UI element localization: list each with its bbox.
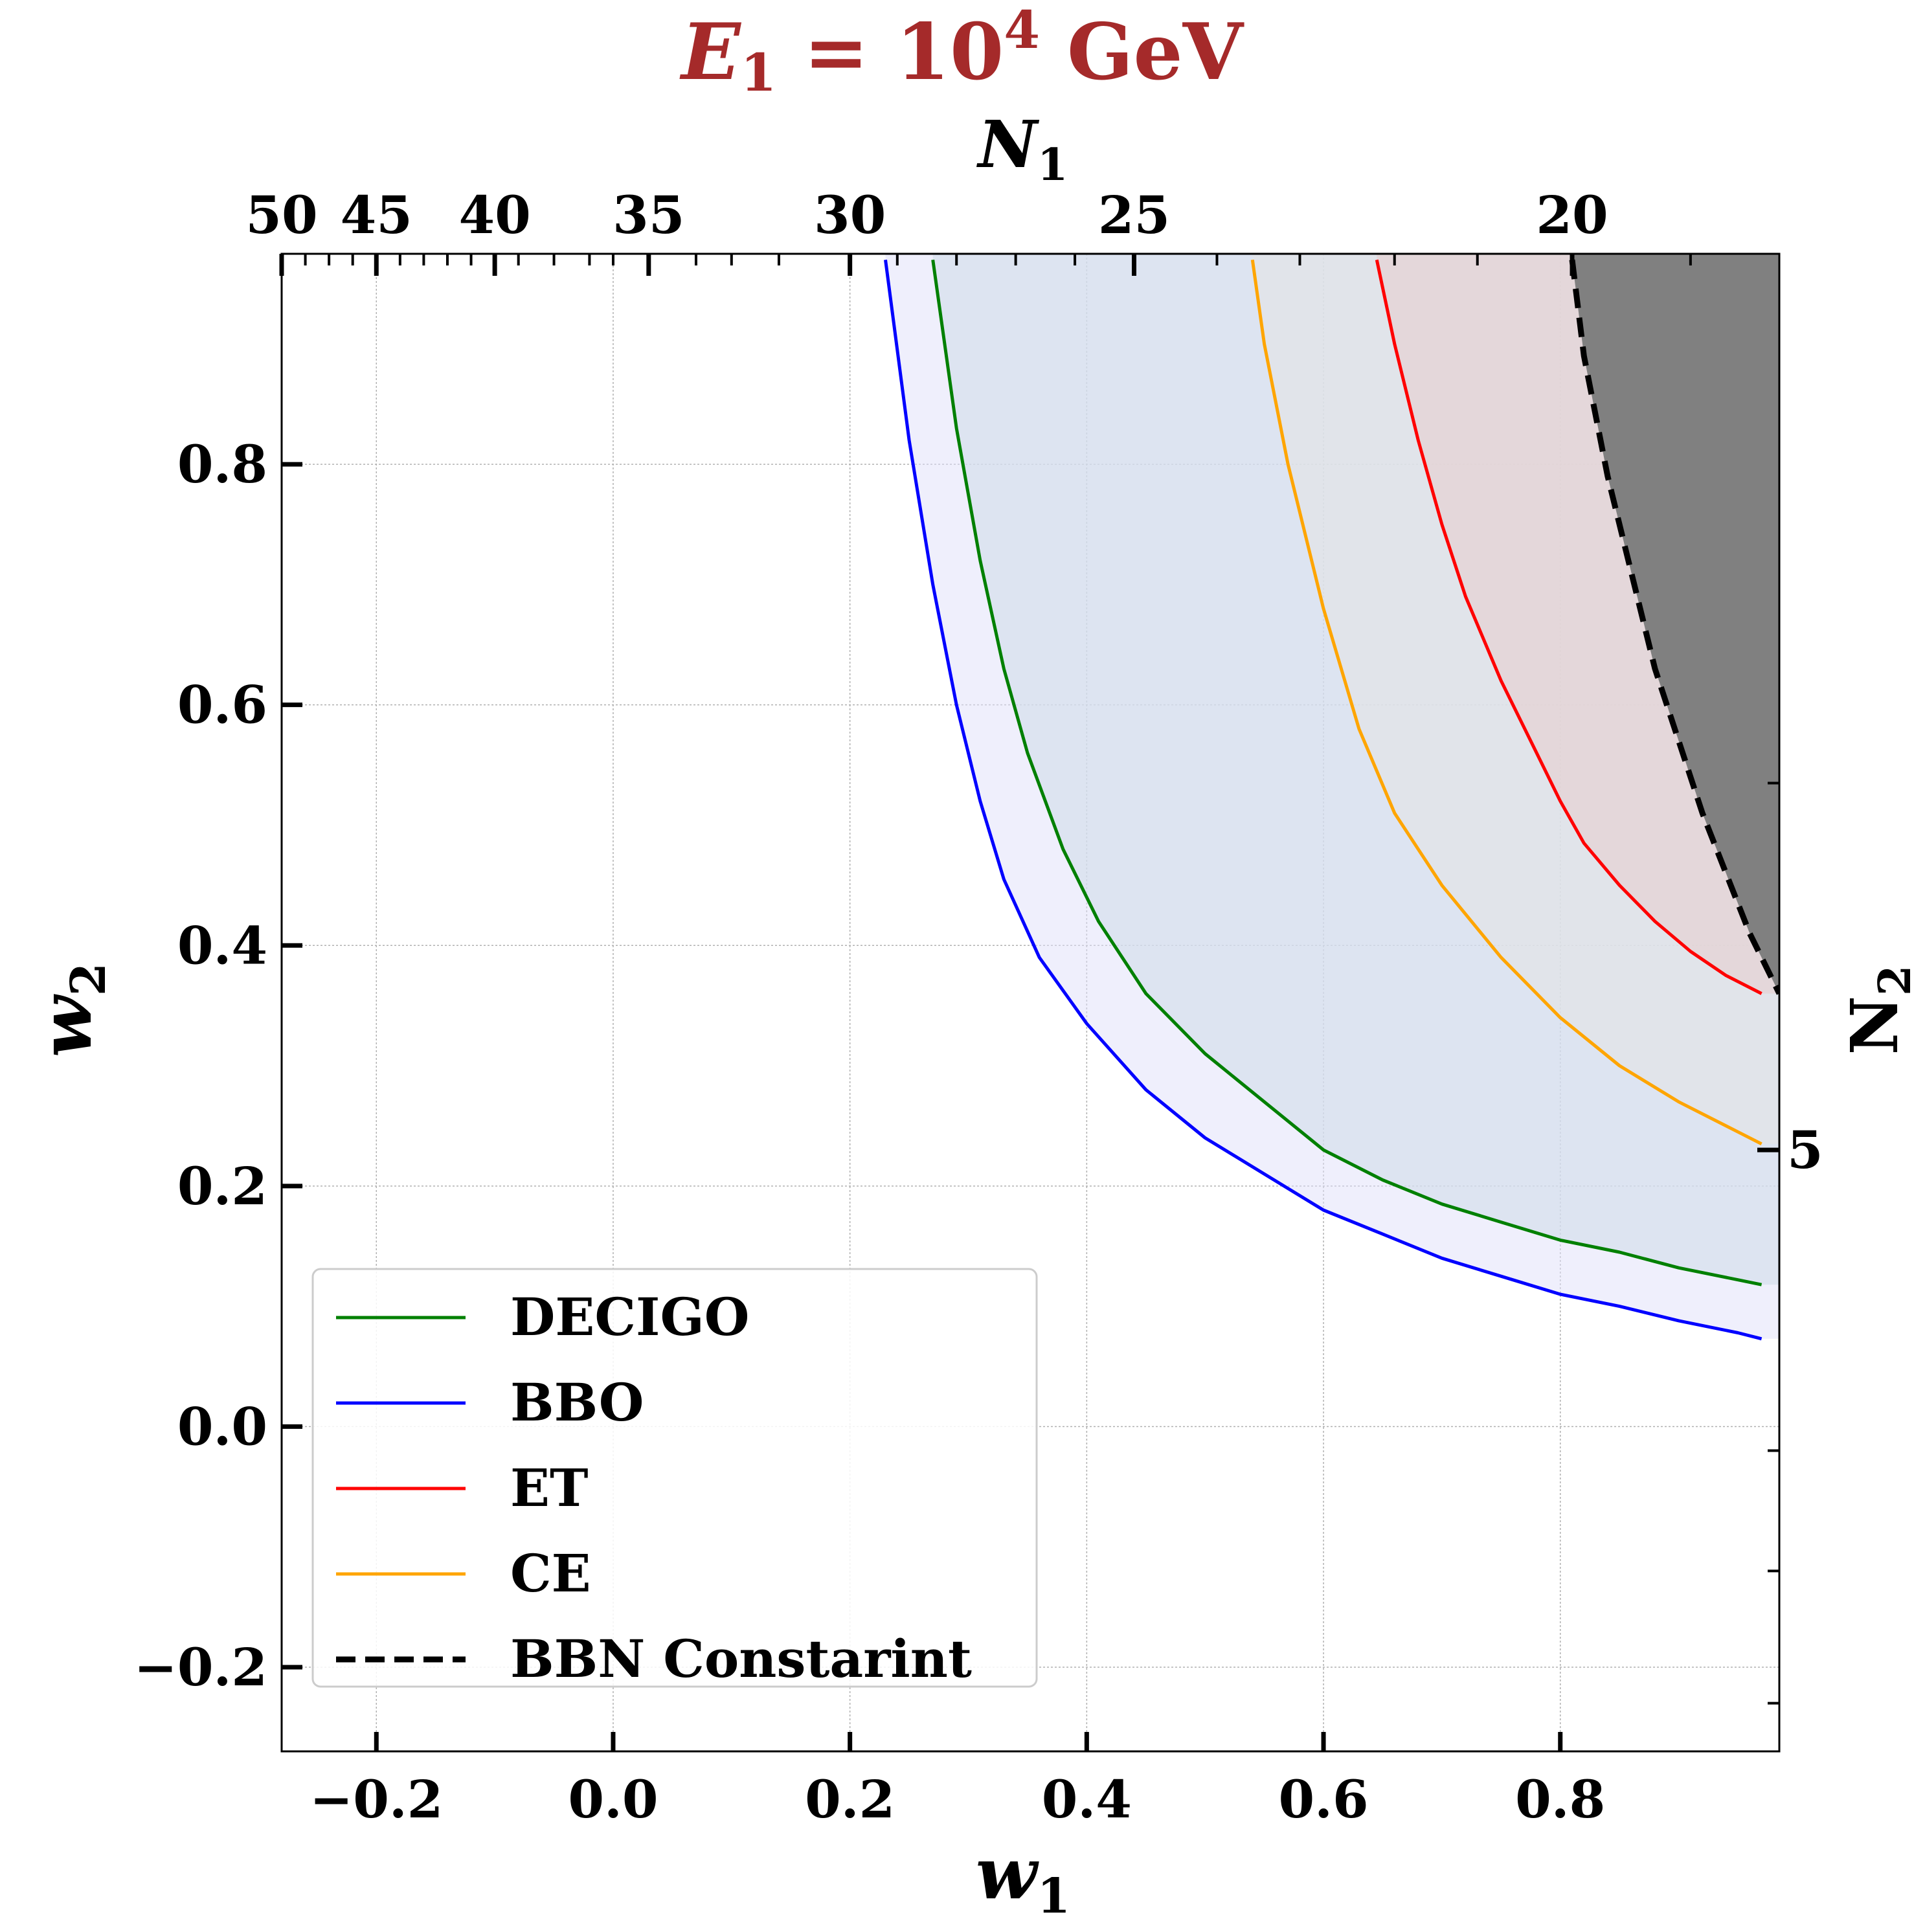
right-label-sub: 2 [1869,965,1921,996]
x-tick-label: 0.4 [1042,1769,1132,1830]
y-tick-label: 0.2 [177,1156,267,1217]
y-tick-label: 0.8 [177,434,267,495]
x-label-var: w [976,1832,1039,1915]
curve-ce [1250,259,1762,1146]
top-tick-label: 25 [1098,185,1170,245]
y-tick-label: 0.4 [177,915,267,976]
x-tick-label: 0.6 [1278,1769,1368,1830]
right-axis-label: N2 [1836,965,1921,1055]
y-tick-label: 0.0 [177,1396,267,1457]
fill-layer [885,254,1779,1339]
legend-label: ET [510,1457,589,1518]
x-tick-label: 0.0 [568,1769,658,1830]
top-label-sub: 1 [1037,139,1068,191]
top-tick-label: 45 [341,185,412,245]
top-axis-label: N1 [976,106,1068,191]
top-tick-label: 20 [1536,185,1608,245]
legend: DECIGO BBO ET CE BBN Constarint [311,1268,1038,1689]
right-tick-label: 5 [1787,1119,1823,1180]
plot-area: −0.2 0.0 0.2 0.4 0.6 0.8 −0.2 0.0 0.2 0.4 0.6 0.8 50… [134,185,1823,1830]
y-axis-label: w2 [24,963,117,1057]
x-tick-label: 0.8 [1515,1769,1605,1830]
legend-label: BBO [510,1372,644,1433]
y-tick-label: −0.2 [134,1637,267,1698]
y-tick-label: 0.6 [177,675,267,736]
region-bbn-constarint [1572,254,1779,994]
legend-label: BBN Constarint [510,1628,972,1689]
y-label-var: w [24,994,107,1057]
top-label-var: N [976,106,1040,183]
top-tick-label: 50 [245,185,317,245]
plot-frame [280,253,1781,1753]
right-label-var: N [1836,996,1913,1055]
top-tick-label: 40 [458,185,530,245]
curve-bbo [884,259,1762,1341]
legend-label: DECIGO [510,1286,749,1347]
x-tick-label: −0.2 [310,1769,443,1830]
title-eq: = 10 [776,6,1004,98]
x-axis-label: w1 [976,1832,1070,1924]
top-tick-label: 30 [814,185,886,245]
x-tick-label: 0.2 [805,1769,895,1830]
curve-decigo [931,259,1762,1286]
title-sub: 1 [741,42,777,103]
y-label-sub: 2 [61,963,117,996]
title-var: E [679,6,741,98]
title-unit: GeV [1040,6,1244,98]
top-tick-label: 35 [613,185,684,245]
curve-et [1375,259,1762,995]
legend-box [311,1268,1038,1688]
chart-title: E1 = 104 GeV [679,0,1244,103]
x-label-sub: 1 [1037,1869,1071,1924]
title-sup: 4 [1004,0,1040,60]
legend-label: CE [510,1543,591,1604]
curve-bbn-constarint [1569,259,1779,995]
curve-layer [884,259,1779,1341]
